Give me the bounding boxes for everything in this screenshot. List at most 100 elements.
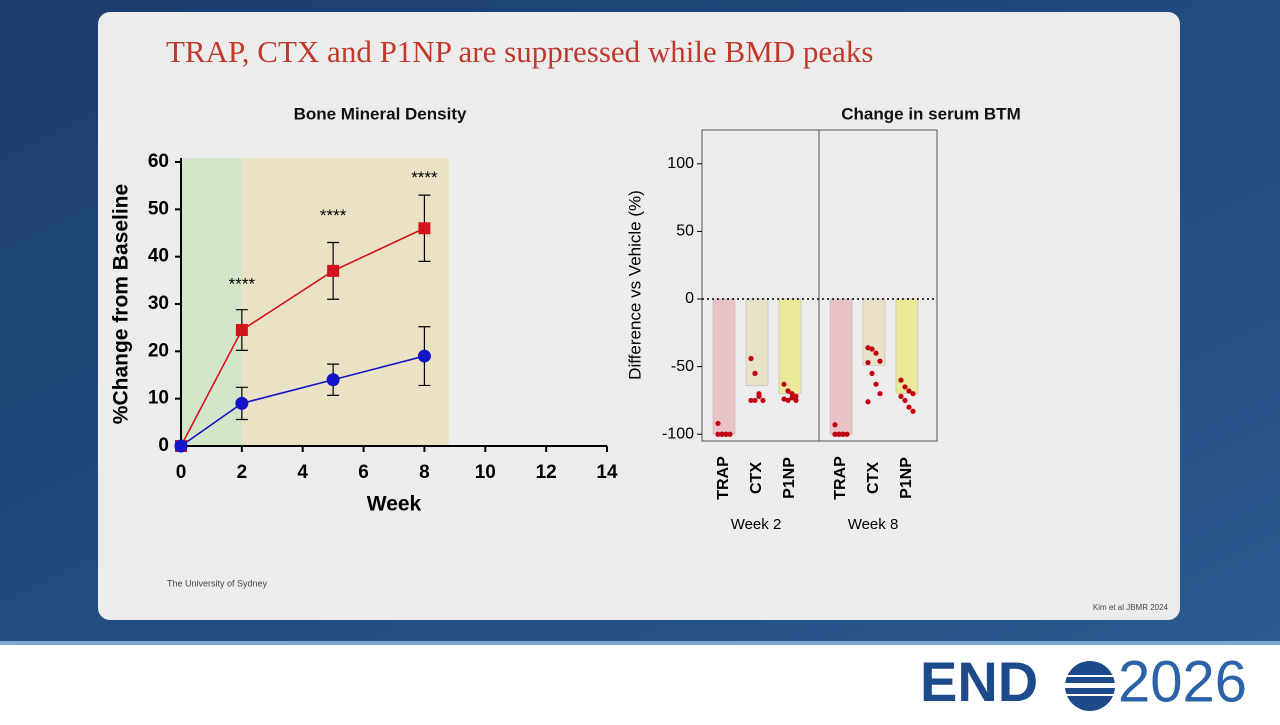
- footer-left: The University of Sydney: [167, 578, 268, 588]
- brand: END: [920, 650, 1038, 713]
- y-tick-label: 40: [148, 246, 169, 267]
- shaded-region: [241, 158, 449, 446]
- y-tick-label: -100: [662, 425, 694, 442]
- bar: [862, 298, 886, 366]
- data-point: [760, 397, 766, 404]
- series-line: [180, 227, 425, 447]
- marker: [326, 373, 340, 387]
- marker: [417, 349, 431, 363]
- data-point: [877, 358, 883, 364]
- divider: [0, 641, 1280, 645]
- data-point: [902, 384, 908, 390]
- panel-label: Week 8: [848, 516, 899, 533]
- footer-right: Kim et al JBMR 2024: [1093, 603, 1169, 612]
- slide-title: TRAP, CTX and P1NP are suppressed while …: [166, 34, 874, 69]
- y-tick-label: 100: [667, 155, 694, 172]
- y-tick-label: 0: [158, 435, 169, 456]
- data-point: [873, 350, 879, 356]
- data-point: [715, 420, 721, 427]
- bar: [712, 298, 736, 435]
- chart-title: Bone Mineral Density: [294, 104, 467, 123]
- marker: [235, 396, 249, 410]
- data-point: [719, 431, 725, 437]
- panel-label: Week 2: [731, 516, 782, 533]
- data-point: [832, 422, 838, 428]
- y-tick-label: 50: [148, 198, 169, 219]
- y-tick-label: 30: [148, 293, 169, 314]
- data-point: [793, 393, 799, 399]
- x-tick-label: 4: [297, 462, 308, 483]
- marker: [235, 324, 248, 337]
- x-tick-label: 8: [419, 462, 430, 483]
- data-point: [910, 408, 916, 414]
- x-tick-label: 10: [475, 462, 496, 483]
- y-axis-label: Difference vs Vehicle (%): [625, 190, 644, 380]
- data-point: [756, 393, 762, 399]
- annotation: ****: [320, 206, 347, 225]
- data-point: [840, 431, 846, 437]
- y-tick-label: 20: [148, 340, 169, 361]
- data-point: [748, 355, 754, 362]
- data-point: [865, 399, 871, 405]
- y-tick-label: 60: [148, 151, 169, 172]
- data-point: [752, 370, 758, 376]
- bar: [829, 298, 853, 435]
- data-point: [727, 431, 733, 437]
- data-point: [789, 395, 795, 401]
- data-point: [836, 431, 842, 437]
- category-label: P1NP: [898, 457, 915, 499]
- annotation: ****: [229, 275, 256, 294]
- data-point: [906, 404, 912, 410]
- category-label: CTX: [748, 462, 765, 494]
- category-label: P1NP: [781, 457, 798, 499]
- data-point: [869, 370, 875, 376]
- y-tick-label: 10: [148, 388, 169, 409]
- data-point: [752, 397, 758, 404]
- data-point: [902, 397, 908, 404]
- marker: [418, 222, 431, 235]
- x-tick-label: 2: [237, 462, 248, 483]
- data-point: [781, 381, 787, 387]
- data-point: [832, 431, 838, 437]
- marker: [174, 439, 188, 453]
- x-tick-label: 6: [358, 462, 369, 483]
- category-label: TRAP: [832, 456, 849, 500]
- series-line: [180, 355, 425, 447]
- annotation: ****: [411, 168, 438, 187]
- y-tick-label: -50: [671, 358, 694, 375]
- bar: [778, 298, 802, 394]
- data-point: [844, 431, 850, 437]
- data-point: [785, 397, 791, 404]
- data-point: [898, 393, 904, 399]
- shaded-region: [181, 158, 242, 446]
- data-point: [877, 391, 883, 397]
- data-point: [869, 346, 875, 352]
- x-tick-label: 14: [596, 462, 618, 483]
- data-point: [748, 397, 754, 404]
- data-point: [906, 388, 912, 394]
- data-point: [781, 396, 787, 402]
- data-point: [910, 391, 916, 397]
- brand-globe: [1062, 661, 1118, 711]
- x-tick-label: 0: [176, 462, 187, 483]
- data-point: [898, 377, 904, 383]
- y-tick-label: 50: [676, 223, 694, 240]
- data-point: [789, 391, 795, 397]
- chart-title: Change in serum BTM: [841, 104, 1020, 123]
- data-point: [723, 431, 729, 437]
- data-point: [873, 381, 879, 387]
- y-axis-label: %Change from Baseline: [110, 184, 133, 424]
- data-point: [785, 388, 791, 394]
- brand-year: 2026: [1118, 649, 1247, 714]
- x-tick-label: 12: [536, 462, 557, 483]
- marker: [327, 264, 340, 277]
- category-label: CTX: [865, 462, 882, 494]
- category-label: TRAP: [715, 456, 732, 500]
- data-point: [865, 359, 871, 366]
- x-axis-label: Week: [367, 493, 422, 516]
- data-point: [793, 397, 799, 404]
- y-tick-label: 0: [685, 290, 694, 307]
- data-point: [865, 345, 871, 351]
